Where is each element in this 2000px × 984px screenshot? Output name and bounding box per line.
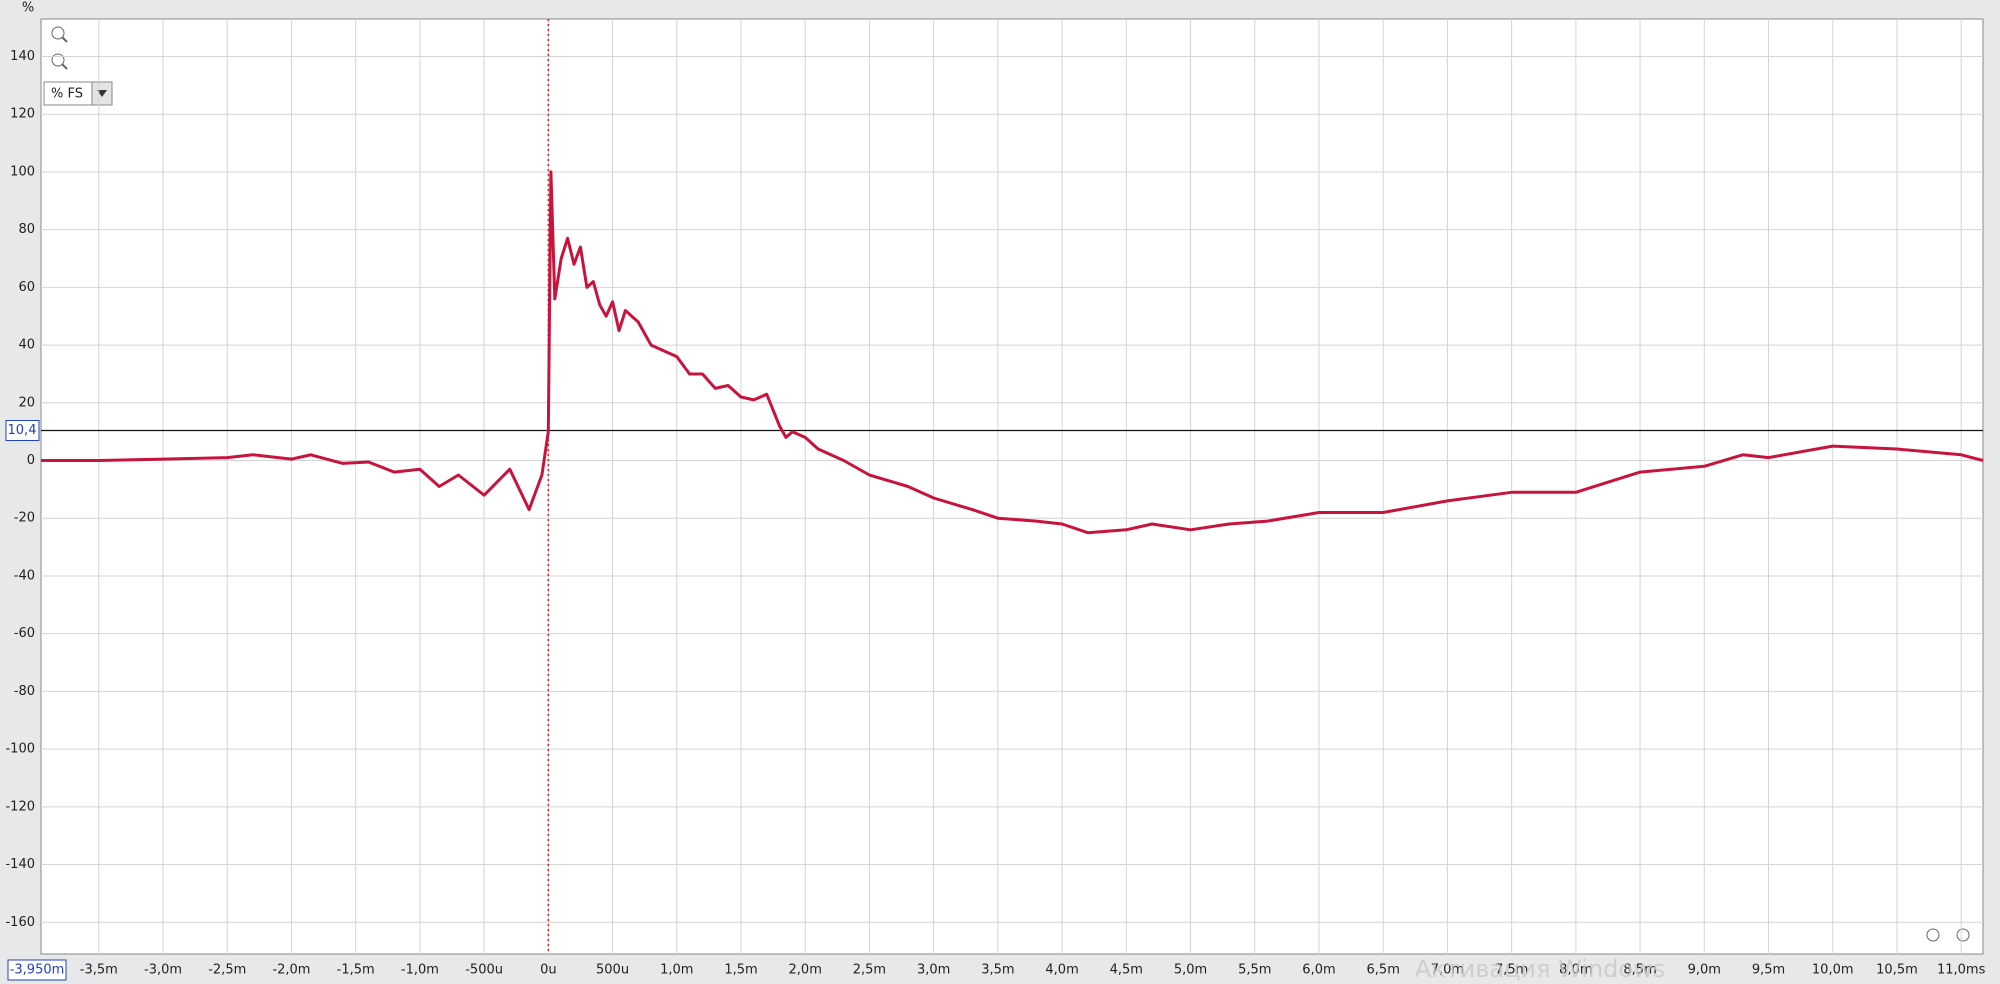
x-tick-label: 500u bbox=[596, 963, 629, 978]
y-axis-label: % bbox=[22, 1, 34, 16]
x-tick-label: 10,5m bbox=[1876, 963, 1918, 978]
zoom-out-icon[interactable] bbox=[51, 53, 68, 70]
y-tick-label: -100 bbox=[5, 742, 35, 757]
x-start-box bbox=[7, 959, 67, 981]
x-tick-label: 5,5m bbox=[1238, 963, 1271, 978]
unit-selector[interactable]: % FS bbox=[51, 87, 83, 102]
x-start-label-box: -3,950m bbox=[7, 959, 67, 981]
x-tick-label: 7,5m bbox=[1495, 963, 1528, 978]
y-tick-label: -60 bbox=[14, 626, 35, 641]
x-tick-label: 3,0m bbox=[917, 963, 950, 978]
y-tick-label: -120 bbox=[5, 799, 35, 814]
y-tick-label: -140 bbox=[5, 857, 35, 872]
y-tick-label: 60 bbox=[18, 280, 35, 295]
x-tick-label: 1,0m bbox=[660, 963, 693, 978]
x-tick-label: 9,0m bbox=[1688, 963, 1721, 978]
y-tick-label: 0 bbox=[27, 453, 35, 468]
x-tick-label: 4,5m bbox=[1110, 963, 1143, 978]
x-tick-label: 1,5m bbox=[724, 963, 757, 978]
plot-area bbox=[40, 18, 1984, 955]
x-tick-label: -3,5m bbox=[80, 963, 118, 978]
y-tick-label: -80 bbox=[14, 684, 35, 699]
x-tick-label: 8,5m bbox=[1623, 963, 1656, 978]
x-tick-label: 6,0m bbox=[1302, 963, 1335, 978]
x-tick-label: 4,0m bbox=[1045, 963, 1078, 978]
y-tick-label: 80 bbox=[18, 222, 35, 237]
x-start-label: -3,950m bbox=[10, 963, 65, 978]
zoom-in-icon[interactable] bbox=[51, 26, 68, 43]
x-tick-label: 11,0ms bbox=[1937, 963, 1986, 978]
cursor-label: 10,4 bbox=[8, 423, 37, 438]
x-tick-label: 2,5m bbox=[853, 963, 886, 978]
y-tick-label: -20 bbox=[14, 511, 35, 526]
x-tick-label: -3,0m bbox=[144, 963, 182, 978]
x-tick-label: 6,5m bbox=[1367, 963, 1400, 978]
cursor-box bbox=[5, 420, 40, 442]
x-tick-label: -2,5m bbox=[208, 963, 246, 978]
zoom-icons-bottom[interactable] bbox=[1926, 928, 1970, 942]
grid bbox=[41, 19, 1983, 954]
x-tick-label: -1,0m bbox=[401, 963, 439, 978]
x-tick-label: 0u bbox=[540, 963, 557, 978]
x-tick-label: 8,0m bbox=[1559, 963, 1592, 978]
y-tick-label: 40 bbox=[18, 338, 35, 353]
y-tick-label: 20 bbox=[18, 395, 35, 410]
x-tick-label: -1,5m bbox=[337, 963, 375, 978]
x-tick-label: 5,0m bbox=[1174, 963, 1207, 978]
y-tick-label: 120 bbox=[10, 107, 35, 122]
x-tick-label: 10,0m bbox=[1812, 963, 1854, 978]
unit-dropdown[interactable]: % FS bbox=[43, 81, 113, 106]
watermark: Активация Windows bbox=[1415, 955, 1665, 983]
y-tick-label: -40 bbox=[14, 568, 35, 583]
y-tick-label: 140 bbox=[10, 49, 35, 64]
x-tick-label: 7,0m bbox=[1431, 963, 1464, 978]
x-tick-label: -500u bbox=[465, 963, 503, 978]
y-tick-label: 100 bbox=[10, 164, 35, 179]
x-tick-label: 2,0m bbox=[789, 963, 822, 978]
x-tick-label: 9,5m bbox=[1752, 963, 1785, 978]
y-tick-label: -160 bbox=[5, 915, 35, 930]
x-tick-label: 3,5m bbox=[981, 963, 1014, 978]
data-line bbox=[41, 170, 1984, 535]
x-tick-label: -2,0m bbox=[272, 963, 310, 978]
